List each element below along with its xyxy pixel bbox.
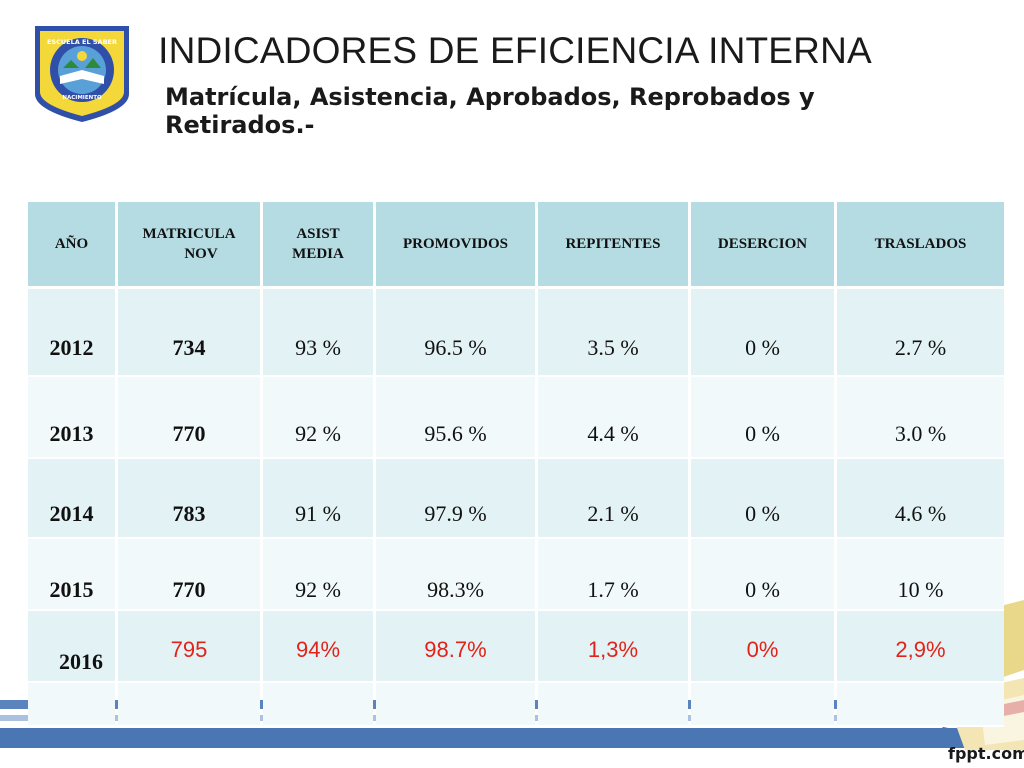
column-header-traslados: TRASLADOS (837, 202, 1004, 289)
cell-anio: 2015 (28, 539, 115, 611)
cell-desercion: 0 % (691, 539, 834, 611)
cell-matricula: 783 (118, 459, 260, 539)
cell-traslados: 10 % (837, 539, 1004, 611)
cell-traslados: 2,9% (837, 611, 1004, 683)
page-subtitle: Matrícula, Asistencia, Aprobados, Reprob… (165, 83, 815, 139)
column-header-label: MATRICULA (142, 226, 236, 242)
table-header-row: AÑO MATRICULA NOV ASIST MEDIA PROMOVIDOS R… (28, 202, 1004, 289)
cell-desercion: 0% (691, 611, 834, 683)
cell-anio: 2013 (28, 377, 115, 459)
cell-traslados (837, 683, 1004, 727)
table-row: 2013 770 92 % 95.6 % 4.4 % 0 % 3.0 % (28, 377, 1004, 459)
column-header-label: TRASLADOS (874, 236, 967, 252)
cell-traslados: 3.0 % (837, 377, 1004, 459)
column-header-repitentes: REPITENTES (538, 202, 688, 289)
cell-repitentes: 1,3% (538, 611, 688, 683)
cell-traslados: 4.6 % (837, 459, 1004, 539)
cell-desercion: 0 % (691, 377, 834, 459)
column-header-desercion: DESERCION (691, 202, 834, 289)
cell-asist: 93 % (263, 289, 373, 377)
column-header-anio: AÑO (28, 202, 115, 289)
page-title: INDICADORES DE EFICIENCIA INTERNA (158, 30, 872, 71)
table-row (28, 683, 1004, 727)
cell-repitentes: 1.7 % (538, 539, 688, 611)
decorative-stripe (0, 728, 1024, 748)
cell-matricula (118, 683, 260, 727)
cell-anio: 2012 (28, 289, 115, 377)
column-header-matricula: MATRICULA NOV (118, 202, 260, 289)
column-header-label: PROMOVIDOS (403, 236, 508, 252)
table-row: 2012 734 93 % 96.5 % 3.5 % 0 % 2.7 % (28, 289, 1004, 377)
column-header-promovidos: PROMOVIDOS (376, 202, 535, 289)
column-header-label: AÑO (54, 236, 89, 252)
cell-repitentes: 2.1 % (538, 459, 688, 539)
cell-desercion: 0 % (691, 289, 834, 377)
column-header-label: DESERCION (717, 236, 808, 252)
cell-promovidos: 98.7% (376, 611, 535, 683)
cell-promovidos: 96.5 % (376, 289, 535, 377)
school-logo: ESCUELA EL SABER NACIMIENTO (35, 26, 129, 122)
cell-asist: 91 % (263, 459, 373, 539)
cell-asist: 94% (263, 611, 373, 683)
table-row: 2014 783 91 % 97.9 % 2.1 % 0 % 4.6 % (28, 459, 1004, 539)
cell-promovidos (376, 683, 535, 727)
cell-traslados: 2.7 % (837, 289, 1004, 377)
cell-asist: 92 % (263, 377, 373, 459)
cell-repitentes: 4.4 % (538, 377, 688, 459)
cell-desercion (691, 683, 834, 727)
cell-asist (263, 683, 373, 727)
footer-brand: fppt.com (948, 744, 1024, 763)
cell-matricula: 734 (118, 289, 260, 377)
cell-matricula: 770 (118, 377, 260, 459)
cell-asist: 92 % (263, 539, 373, 611)
cell-matricula: 795 (118, 611, 260, 683)
column-header-label: ASIST (296, 226, 340, 242)
cell-matricula: 770 (118, 539, 260, 611)
cell-promovidos: 95.6 % (376, 377, 535, 459)
logo-bottom-text: NACIMIENTO (62, 95, 102, 101)
cell-repitentes: 3.5 % (538, 289, 688, 377)
efficiency-table: AÑO MATRICULA NOV ASIST MEDIA PROMOVIDOS R… (25, 202, 1007, 727)
logo-top-text: ESCUELA EL SABER (47, 38, 117, 46)
column-header-label: NOV (184, 246, 218, 262)
table-row: 2015 770 92 % 98.3% 1.7 % 0 % 10 % (28, 539, 1004, 611)
cell-repitentes (538, 683, 688, 727)
column-header-asist: ASIST MEDIA (263, 202, 373, 289)
cell-promovidos: 98.3% (376, 539, 535, 611)
cell-promovidos: 97.9 % (376, 459, 535, 539)
column-header-label: REPITENTES (565, 236, 661, 252)
cell-desercion: 0 % (691, 459, 834, 539)
table-row: 2016 795 94% 98.7% 1,3% 0% 2,9% (28, 611, 1004, 683)
cell-anio: 2014 (28, 459, 115, 539)
cell-anio (28, 683, 115, 727)
cell-anio: 2016 (28, 611, 115, 683)
column-header-label: MEDIA (292, 246, 344, 262)
